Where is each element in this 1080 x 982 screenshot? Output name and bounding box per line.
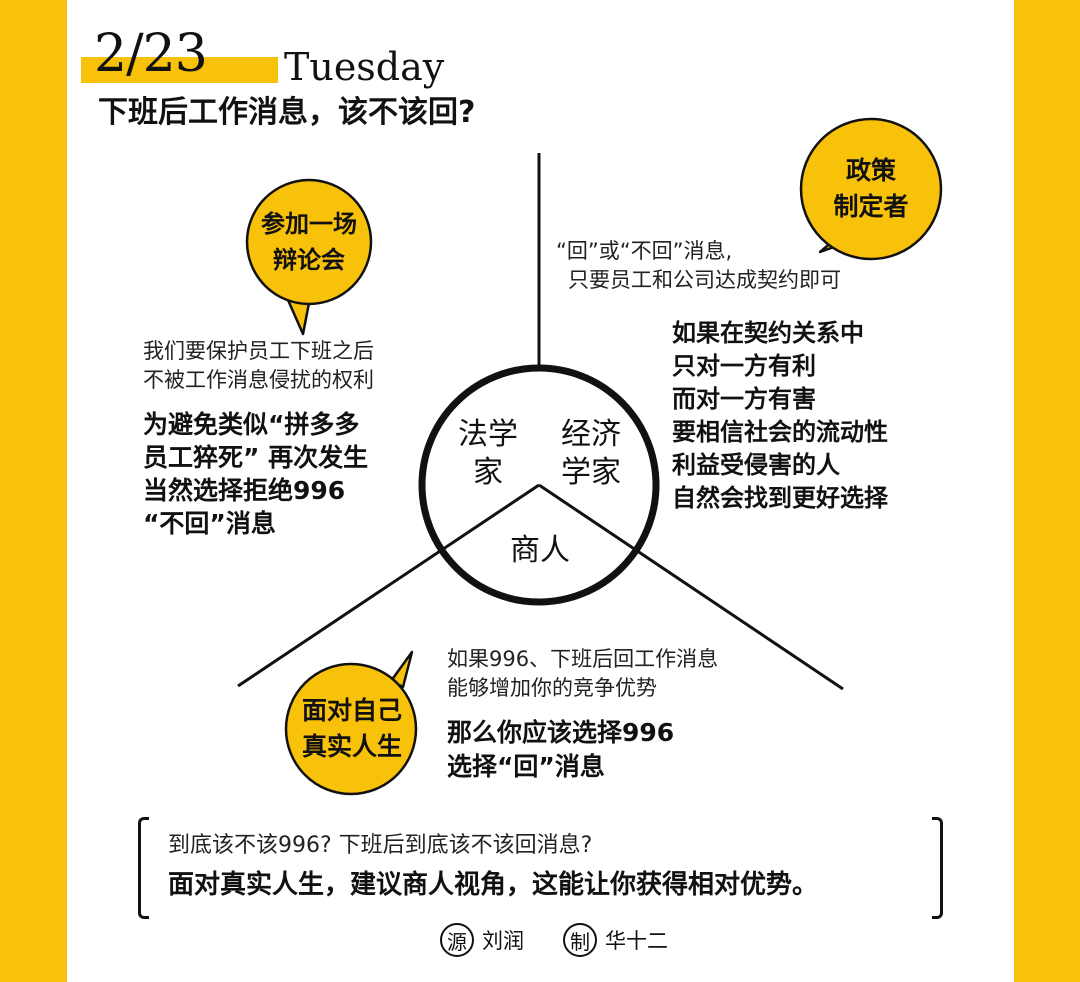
source-credit: 源 刘润	[440, 920, 524, 960]
weekday: Tuesday	[284, 45, 445, 89]
date: 2/23	[94, 24, 208, 84]
life-bubble	[284, 662, 418, 796]
conclusion-bracket-right	[932, 817, 943, 919]
policy-bubble-label: 政策 制定者	[833, 156, 909, 221]
conclusion-bracket-left	[138, 817, 149, 919]
headline: 下班后工作消息，该不该回?	[98, 95, 476, 130]
merchant-argument: 那么你应该选择996 选择“回”消息	[447, 718, 675, 781]
maker-badge-icon: 制	[563, 923, 597, 957]
economist-argument: 如果在契约关系中 只对一方有利 而对一方有害 要相信社会的流动性 利益受侵害的人…	[672, 319, 888, 512]
merchant-note: 如果996、下班后回工作消息 能够增加你的竞争优势	[447, 647, 719, 700]
life-bubble-label: 面对自己 真实人生	[301, 696, 402, 761]
merchant-label: 商人	[510, 533, 570, 568]
economist-label: 经济 学家	[561, 417, 621, 490]
right-yellow-border	[1014, 0, 1080, 982]
lawyer-argument: 为避免类似“拼多多 员工猝死” 再次发生 当然选择拒绝996 “不回”消息	[143, 410, 369, 538]
lawyer-label: 法学 家	[458, 417, 518, 490]
debate-bubble	[245, 178, 373, 306]
left-yellow-border	[0, 0, 67, 982]
conclusion-question: 到底该不该996? 下班后到底该不该回消息?	[168, 833, 593, 858]
date-highlight-bar	[81, 57, 278, 83]
economist-note: “回”或“不回”消息, 只要员工和公司达成契约即可	[556, 239, 841, 292]
source-badge-icon: 源	[440, 923, 474, 957]
center-circle	[418, 364, 660, 606]
source-name: 刘润	[482, 929, 524, 953]
divider-line-left	[237, 483, 540, 688]
conclusion-answer: 面对真实人生，建议商人视角，这能让你获得相对优势。	[168, 870, 819, 900]
lawyer-note: 我们要保护员工下班之后 不被工作消息侵扰的权利	[143, 339, 374, 392]
maker-credit: 制 华十二	[563, 920, 668, 960]
maker-name: 华十二	[605, 929, 668, 953]
divider-line-right	[538, 483, 844, 691]
policy-bubble	[799, 117, 943, 261]
debate-bubble-label: 参加一场 辩论会	[261, 210, 357, 274]
